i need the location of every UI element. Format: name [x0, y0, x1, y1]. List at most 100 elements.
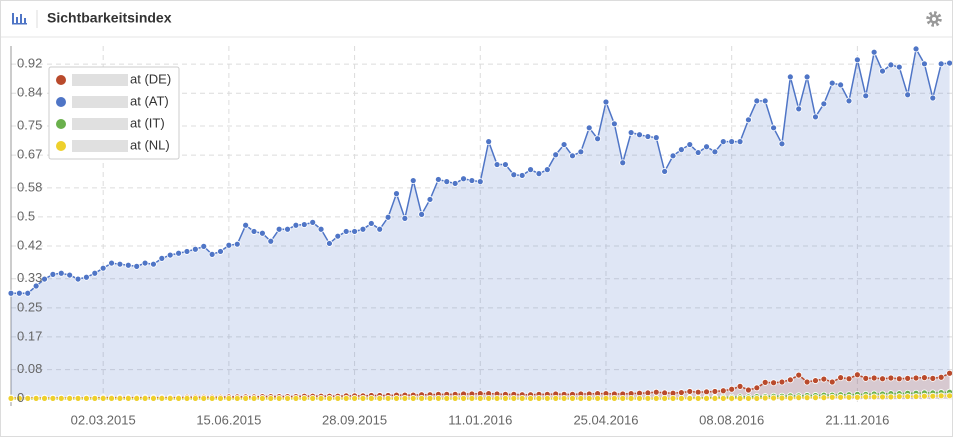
- widget-title: Sichtbarkeitsindex: [47, 10, 172, 26]
- x-tick-label: 21.11.2016: [825, 412, 889, 427]
- data-point: [367, 394, 375, 402]
- x-tick-label: 02.03.2015: [71, 412, 136, 427]
- data-point: [694, 388, 702, 396]
- data-point: [510, 171, 518, 179]
- y-tick-label: 0.42: [17, 237, 42, 252]
- data-point: [652, 394, 660, 402]
- data-point: [359, 225, 367, 233]
- data-point: [778, 378, 786, 386]
- data-point: [342, 394, 350, 402]
- data-point: [895, 63, 903, 71]
- data-point: [594, 394, 601, 402]
- data-point: [795, 371, 803, 379]
- plot-area: 02.03.2015 15.06.2015 28.09.2015 11.01.2016…: [7, 45, 953, 427]
- legend-item[interactable]: at (AT): [56, 93, 169, 108]
- data-point: [309, 218, 317, 226]
- data-point: [929, 94, 937, 102]
- data-point: [418, 394, 426, 402]
- legend-item[interactable]: at (NL): [56, 137, 170, 152]
- legend-blur: [72, 140, 128, 152]
- data-point: [141, 259, 149, 267]
- data-point: [208, 250, 216, 258]
- data-point: [862, 374, 870, 382]
- settings-button[interactable]: [926, 11, 942, 27]
- data-point: [493, 161, 501, 168]
- legend-item[interactable]: at (DE): [56, 71, 171, 86]
- data-point: [870, 393, 878, 401]
- data-point: [409, 177, 417, 184]
- y-tick-label: 0: [17, 390, 24, 405]
- data-point: [837, 374, 845, 382]
- data-point: [292, 394, 300, 402]
- data-point: [912, 393, 920, 400]
- data-point: [150, 260, 157, 268]
- data-point: [552, 394, 560, 402]
- data-point: [150, 394, 157, 402]
- data-point: [443, 178, 451, 186]
- data-point: [661, 168, 669, 175]
- y-tick-label: 0.58: [17, 179, 42, 194]
- data-point: [175, 249, 183, 257]
- data-point: [460, 175, 467, 183]
- data-point: [191, 394, 199, 402]
- data-point: [736, 138, 744, 146]
- data-point: [795, 105, 803, 113]
- data-point: [560, 141, 568, 148]
- y-tick-label: 0.25: [17, 299, 42, 314]
- data-point: [820, 100, 828, 108]
- y-tick-label: 0.33: [17, 270, 42, 285]
- data-point: [476, 394, 484, 402]
- data-point: [175, 394, 183, 402]
- data-point: [719, 387, 727, 395]
- data-point: [317, 394, 325, 402]
- data-point: [57, 269, 65, 277]
- data-point: [359, 394, 367, 402]
- data-point: [728, 138, 736, 146]
- data-point: [267, 237, 275, 245]
- data-point: [879, 375, 886, 383]
- data-point: [242, 394, 250, 402]
- data-point: [183, 394, 191, 402]
- data-point: [401, 214, 409, 222]
- legend-item[interactable]: at (IT): [56, 115, 165, 130]
- data-point: [820, 394, 828, 402]
- data-point: [895, 393, 903, 400]
- data-point: [116, 394, 124, 402]
- data-point: [485, 394, 493, 402]
- data-point: [778, 394, 786, 402]
- data-point: [141, 394, 149, 402]
- data-point: [594, 135, 601, 143]
- data-point: [124, 261, 132, 269]
- legend: at (DE) at (AT) at (IT) at (NL): [48, 66, 180, 160]
- data-point: [728, 394, 736, 402]
- legend-blur: [72, 96, 128, 108]
- data-point: [803, 73, 811, 81]
- data-point: [384, 213, 392, 221]
- data-point: [468, 394, 476, 402]
- data-point: [267, 394, 275, 402]
- data-point: [627, 129, 635, 136]
- data-point: [74, 275, 82, 283]
- legend-marker: [56, 97, 66, 107]
- data-point: [317, 225, 325, 233]
- data-point: [853, 56, 861, 64]
- data-point: [326, 394, 333, 402]
- data-point: [166, 251, 174, 259]
- data-point: [24, 289, 32, 297]
- data-point: [166, 394, 174, 402]
- data-point: [334, 394, 342, 402]
- data-point: [99, 264, 107, 272]
- data-point: [342, 228, 350, 235]
- data-point: [133, 394, 141, 402]
- data-point: [24, 394, 32, 402]
- data-point: [778, 140, 786, 148]
- data-point: [636, 131, 643, 139]
- data-point: [745, 386, 752, 394]
- data-point: [610, 394, 618, 402]
- data-point: [124, 394, 132, 402]
- data-point: [83, 273, 90, 281]
- data-point: [937, 392, 945, 400]
- data-point: [334, 232, 342, 240]
- data-point: [233, 394, 241, 402]
- data-point: [66, 271, 74, 279]
